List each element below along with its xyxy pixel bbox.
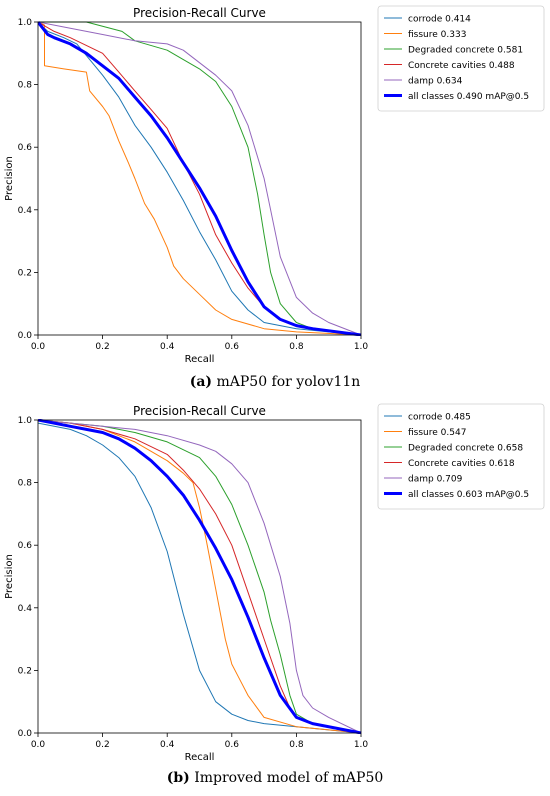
chart-title: Precision-Recall Curve	[133, 6, 266, 20]
legend-label: corrode 0.485	[408, 413, 471, 423]
series-line-4	[38, 21, 362, 336]
chart-panel-a: Precision-Recall Curve 0.0 0.2 0.4 0.6 0.8 1.0…	[0, 5, 550, 390]
legend-label: damp 0.709	[408, 475, 463, 485]
x-tick-label: 0.0	[31, 342, 46, 352]
x-tick-label: 0.2	[95, 740, 109, 750]
x-tick-label: 0.0	[31, 740, 46, 750]
series-line-2	[38, 21, 362, 336]
y-tick-label: 0.2	[18, 666, 32, 676]
y-axis-label: Precision	[4, 554, 15, 599]
series-group	[38, 21, 362, 336]
y-axis-label: Precision	[4, 156, 15, 201]
legend-box	[377, 5, 545, 112]
y-tick-label: 0.2	[18, 268, 32, 278]
legend-box	[377, 403, 545, 510]
y-tick-label: 0.6	[18, 143, 33, 153]
pr-curve-chart-a: Precision-Recall Curve 0.0 0.2 0.4 0.6 0.8 1.0…	[4, 5, 545, 365]
pr-curve-chart-b: Precision-Recall Curve 0.0 0.2 0.4 0.6 0.8 1.0…	[4, 403, 545, 763]
y-tick-label: 0.0	[18, 331, 33, 341]
y-tick-label: 0.4	[18, 604, 33, 614]
caption-text: mAP50 for yolov11n	[216, 374, 361, 390]
legend-label: fissure 0.333	[408, 30, 466, 40]
caption-letter: (b)	[166, 770, 190, 786]
x-axis-label: Recall	[185, 752, 215, 763]
series-line-5	[38, 21, 362, 336]
legend-label: corrode 0.414	[408, 15, 471, 25]
caption-text: Improved model of mAP50	[194, 770, 384, 786]
caption-a: (a) mAP50 for yolov11n	[0, 374, 550, 390]
x-tick-label: 0.8	[289, 740, 304, 750]
plot-frame	[37, 21, 362, 336]
y-tick-label: 0.0	[18, 729, 33, 739]
chart-panel-b: Precision-Recall Curve 0.0 0.2 0.4 0.6 0.8 1.0…	[0, 398, 550, 796]
series-line-4	[38, 419, 362, 734]
plot-frame	[37, 419, 362, 734]
x-tick-label: 1.0	[354, 740, 369, 750]
x-tick-label: 0.8	[289, 342, 304, 352]
series-line-0	[38, 422, 362, 734]
series-line-2	[38, 419, 362, 734]
y-tick-label: 0.6	[18, 541, 33, 551]
series-line-1	[38, 21, 362, 336]
caption-letter: (a)	[189, 374, 213, 390]
caption-b: (b) Improved model of mAP50	[0, 770, 550, 786]
y-tick-label: 0.4	[18, 206, 33, 216]
series-line-1	[38, 419, 362, 734]
legend-label: Degraded concrete 0.581	[408, 46, 523, 56]
series-group	[38, 419, 362, 734]
legend-label: fissure 0.547	[408, 428, 466, 438]
x-tick-label: 1.0	[354, 342, 369, 352]
legend-label: Degraded concrete 0.658	[408, 444, 523, 454]
x-tick-label: 0.2	[95, 342, 109, 352]
x-tick-label: 0.6	[225, 740, 240, 750]
x-tick-label: 0.6	[225, 342, 240, 352]
legend-label: all classes 0.490 mAP@0.5	[408, 92, 529, 102]
x-tick-label: 0.4	[160, 740, 175, 750]
legend-label: all classes 0.603 mAP@0.5	[408, 490, 529, 500]
chart-title: Precision-Recall Curve	[133, 404, 266, 418]
legend-label: Concrete cavities 0.618	[408, 459, 515, 469]
series-line-3	[38, 419, 362, 734]
y-tick-label: 0.8	[18, 81, 33, 91]
series-line-5	[38, 419, 362, 734]
x-tick-label: 0.4	[160, 342, 175, 352]
y-tick-label: 1.0	[18, 416, 33, 426]
y-tick-label: 0.8	[18, 479, 33, 489]
x-axis-label: Recall	[185, 354, 215, 365]
y-tick-label: 1.0	[18, 18, 33, 28]
legend-label: Concrete cavities 0.488	[408, 61, 515, 71]
legend-label: damp 0.634	[408, 77, 463, 87]
series-line-0	[38, 21, 362, 336]
